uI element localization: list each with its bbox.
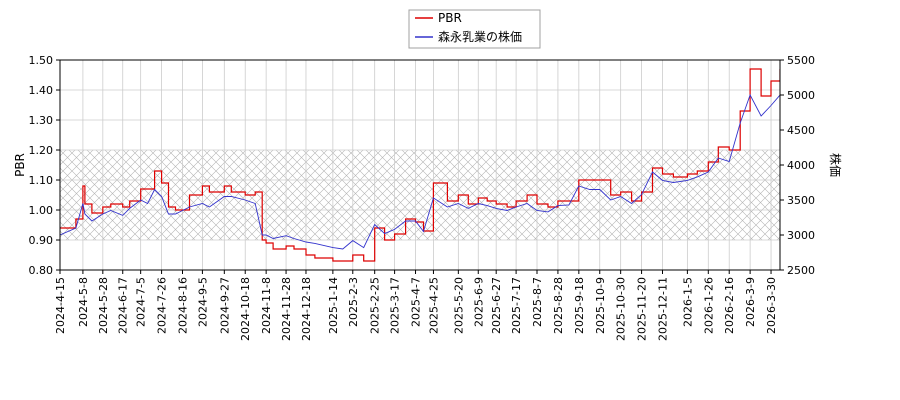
hatched-band [60, 150, 780, 240]
x-tick-label: 2026-3-9 [744, 277, 757, 327]
x-tick-label: 2025-7-17 [510, 277, 523, 334]
x-tick-label: 2024-10-18 [239, 277, 252, 341]
x-tick-label: 2026-3-30 [765, 277, 778, 334]
series-line-stock-price [60, 93, 780, 250]
left-tick-label: 1.40 [29, 84, 54, 97]
x-tick-label: 2024-4-15 [54, 277, 67, 334]
right-tick-label: 5500 [787, 54, 815, 67]
right-tick-label: 2500 [787, 264, 815, 277]
right-tick-label: 3500 [787, 194, 815, 207]
right-tick-label: 5000 [787, 89, 815, 102]
left-axis-ticks: 0.80 0.90 1.00 1.10 1.20 1.30 1.40 1.50 [29, 54, 60, 277]
x-tick-label: 2025-11-20 [636, 277, 649, 341]
left-tick-label: 1.00 [29, 204, 54, 217]
legend-box [408, 9, 541, 49]
x-tick-label: 2025-6-9 [472, 277, 485, 327]
x-tick-label: 2025-5-20 [452, 277, 465, 334]
series-line-pbr [60, 68, 780, 262]
x-axis-ticks: 2024-4-15 2024-5-8 2024-5-28 2024-6-17 2024-… [54, 270, 778, 341]
x-tick-label: 2026-2-16 [723, 277, 736, 334]
x-tick-label: 2024-9-5 [196, 277, 209, 327]
legend-label-pbr: PBR [438, 11, 462, 25]
series-layer [60, 68, 780, 262]
x-tick-label: 2024-9-27 [218, 277, 231, 334]
x-tick-label: 2024-11-28 [280, 277, 293, 341]
left-tick-label: 1.30 [29, 114, 54, 127]
left-tick-label: 1.20 [29, 144, 54, 157]
x-tick-label: 2024-5-28 [97, 277, 110, 334]
x-tick-label: 2025-6-27 [490, 277, 503, 334]
legend-label-stock: 森永乳業の株価 [438, 29, 522, 44]
left-tick-label: 1.50 [29, 54, 54, 67]
x-tick-label: 2025-10-9 [594, 277, 607, 334]
x-tick-label: 2025-8-28 [552, 277, 565, 334]
x-tick-label: 2026-1-26 [702, 277, 715, 334]
x-tick-label: 2025-2-25 [369, 277, 382, 334]
x-tick-label: 2024-7-5 [135, 277, 148, 327]
x-tick-label: 2025-1-14 [327, 277, 340, 334]
right-axis-ticks: 2500 3000 3500 4000 4500 5000 5500 [780, 54, 815, 277]
x-tick-label: 2025-3-17 [389, 277, 402, 334]
legend: PBR 森永乳業の株価 [408, 9, 541, 49]
x-tick-label: 2024-6-17 [117, 277, 130, 334]
x-tick-label: 2024-8-16 [176, 277, 189, 334]
x-tick-label: 2024-5-8 [77, 277, 90, 327]
x-tick-label: 2024-11-8 [260, 277, 273, 334]
right-tick-label: 3000 [787, 229, 815, 242]
x-tick-label: 2025-10-30 [615, 277, 628, 341]
x-tick-label: 2025-4-7 [410, 277, 423, 327]
right-tick-label: 4500 [787, 124, 815, 137]
x-tick-label: 2024-12-18 [300, 277, 313, 341]
x-tick-label: 2025-4-25 [427, 277, 440, 334]
x-tick-label: 2025-8-7 [531, 277, 544, 327]
left-tick-label: 1.10 [29, 174, 54, 187]
x-tick-label: 2025-12-11 [656, 277, 669, 341]
x-tick-label: 2025-2-3 [347, 277, 360, 327]
left-tick-label: 0.90 [29, 234, 54, 247]
right-tick-label: 4000 [787, 159, 815, 172]
left-tick-label: 0.80 [29, 264, 54, 277]
x-tick-label: 2025-9-18 [573, 277, 586, 334]
x-tick-label: 2024-7-26 [156, 277, 169, 334]
left-axis-label: PBR [13, 153, 27, 177]
right-axis-label: 株価 [828, 153, 843, 177]
x-tick-label: 2026-1-5 [681, 277, 694, 327]
